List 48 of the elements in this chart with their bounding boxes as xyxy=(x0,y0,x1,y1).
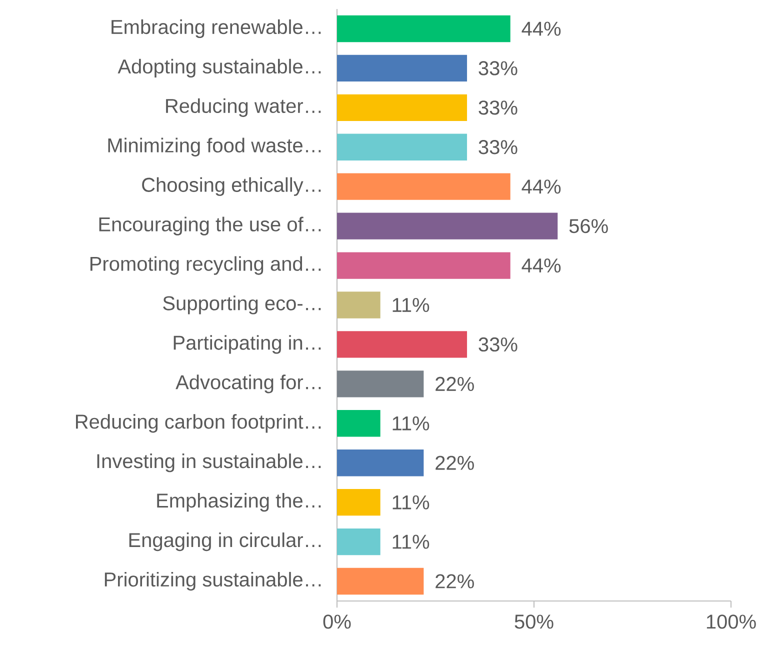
data-label: 44% xyxy=(522,180,561,194)
bar xyxy=(337,370,424,398)
data-label: 11% xyxy=(392,534,430,549)
data-label: 44% xyxy=(522,258,561,273)
y-tick-label: Promoting recycling and… xyxy=(90,256,321,275)
data-label: 33% xyxy=(478,337,518,352)
bar xyxy=(337,134,468,160)
bar xyxy=(337,212,558,240)
data-label: 11% xyxy=(392,416,430,430)
y-tick-label: Participating in… xyxy=(174,335,321,354)
y-tick-label: Encouraging the use of… xyxy=(99,216,321,236)
y-tick-label: Investing in sustainable… xyxy=(97,454,321,472)
data-label: 11% xyxy=(392,298,430,312)
bar xyxy=(337,292,380,318)
bar xyxy=(337,15,510,42)
x-tick-label: 0% xyxy=(323,614,351,629)
bar xyxy=(337,54,468,82)
y-tick-label: Prioritizing sustainable… xyxy=(104,572,321,591)
y-tick-label: Adopting sustainable… xyxy=(118,58,321,78)
y-tick-label: Choosing ethically… xyxy=(142,177,321,196)
data-label: 22% xyxy=(436,574,474,588)
data-label: 22% xyxy=(436,456,474,470)
bar xyxy=(337,94,468,121)
y-tick-label: Advocating for… xyxy=(176,374,321,394)
y-tick-label: Minimizing food waste… xyxy=(108,138,321,156)
bar xyxy=(337,252,510,279)
bar xyxy=(337,410,380,437)
x-tick-label: 100% xyxy=(706,614,756,629)
y-tick-label: Engaging in circular… xyxy=(129,532,321,552)
data-label: 33% xyxy=(478,61,518,76)
data-label: 33% xyxy=(478,140,518,154)
bar xyxy=(337,488,380,516)
data-label: 22% xyxy=(436,376,474,391)
y-tick-label: Reducing carbon footprint… xyxy=(76,414,321,433)
x-tick-label: 50% xyxy=(514,614,554,629)
y-tick-label: Emphasizing the… xyxy=(157,493,321,512)
bar xyxy=(337,450,424,476)
data-label: 11% xyxy=(392,495,430,510)
data-label: 33% xyxy=(478,100,518,115)
y-tick-label: Embracing renewable… xyxy=(112,19,321,38)
bar xyxy=(337,568,424,595)
data-label: 56% xyxy=(569,218,608,234)
bar xyxy=(337,173,510,200)
data-label: 44% xyxy=(522,22,561,36)
bar xyxy=(337,331,468,358)
y-tick-label: Supporting eco-… xyxy=(163,296,321,314)
bar xyxy=(337,528,380,556)
y-tick-label: Reducing water… xyxy=(166,98,321,117)
